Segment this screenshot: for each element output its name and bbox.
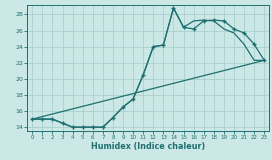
X-axis label: Humidex (Indice chaleur): Humidex (Indice chaleur) — [91, 142, 205, 151]
